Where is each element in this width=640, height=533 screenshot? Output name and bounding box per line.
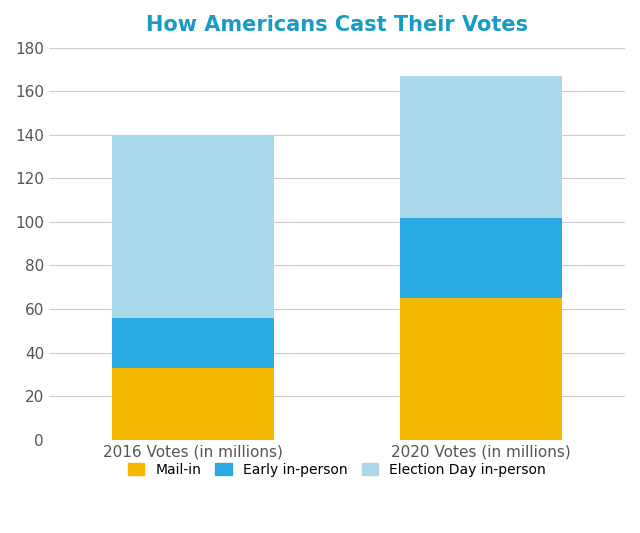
Bar — [112, 318, 273, 368]
Bar — [400, 76, 562, 217]
Bar — [400, 217, 562, 298]
Bar — [112, 135, 273, 318]
Bar — [112, 368, 273, 440]
Legend: Mail-in, Early in-person, Election Day in-person: Mail-in, Early in-person, Election Day i… — [121, 456, 553, 483]
Bar — [400, 298, 562, 440]
Title: How Americans Cast Their Votes: How Americans Cast Their Votes — [146, 15, 528, 35]
